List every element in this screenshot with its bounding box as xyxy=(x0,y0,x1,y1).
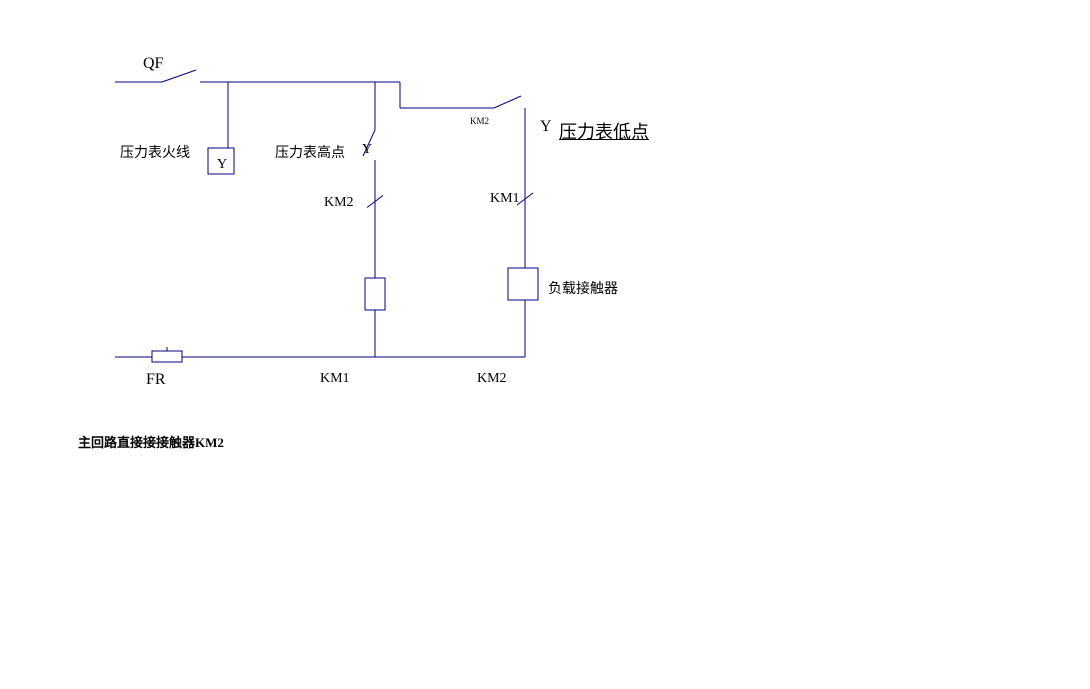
y-box-label: Y xyxy=(217,157,227,173)
km1-bottom-l-label: KM1 xyxy=(320,371,350,387)
y-right-label: Y xyxy=(540,118,552,136)
high-point-label: 压力表高点 xyxy=(275,142,345,162)
fr-label: FR xyxy=(146,371,166,389)
km2-left-label: KM2 xyxy=(324,195,354,211)
fire-line-label: 压力表火线 xyxy=(120,142,190,162)
low-point-label: 压力表低点 xyxy=(559,118,649,144)
km1-right-label: KM1 xyxy=(490,191,520,207)
load-label: 负载接触器 xyxy=(548,278,618,298)
footnote-label: 主回路直接接接触器KM2 xyxy=(78,432,224,451)
y-high-label: Y xyxy=(362,142,372,158)
qf-label: QF xyxy=(143,55,163,73)
circuit-diagram xyxy=(0,0,1090,689)
km2-tiny-label: KM2 xyxy=(470,116,489,126)
km2-bottom-r-label: KM2 xyxy=(477,371,507,387)
